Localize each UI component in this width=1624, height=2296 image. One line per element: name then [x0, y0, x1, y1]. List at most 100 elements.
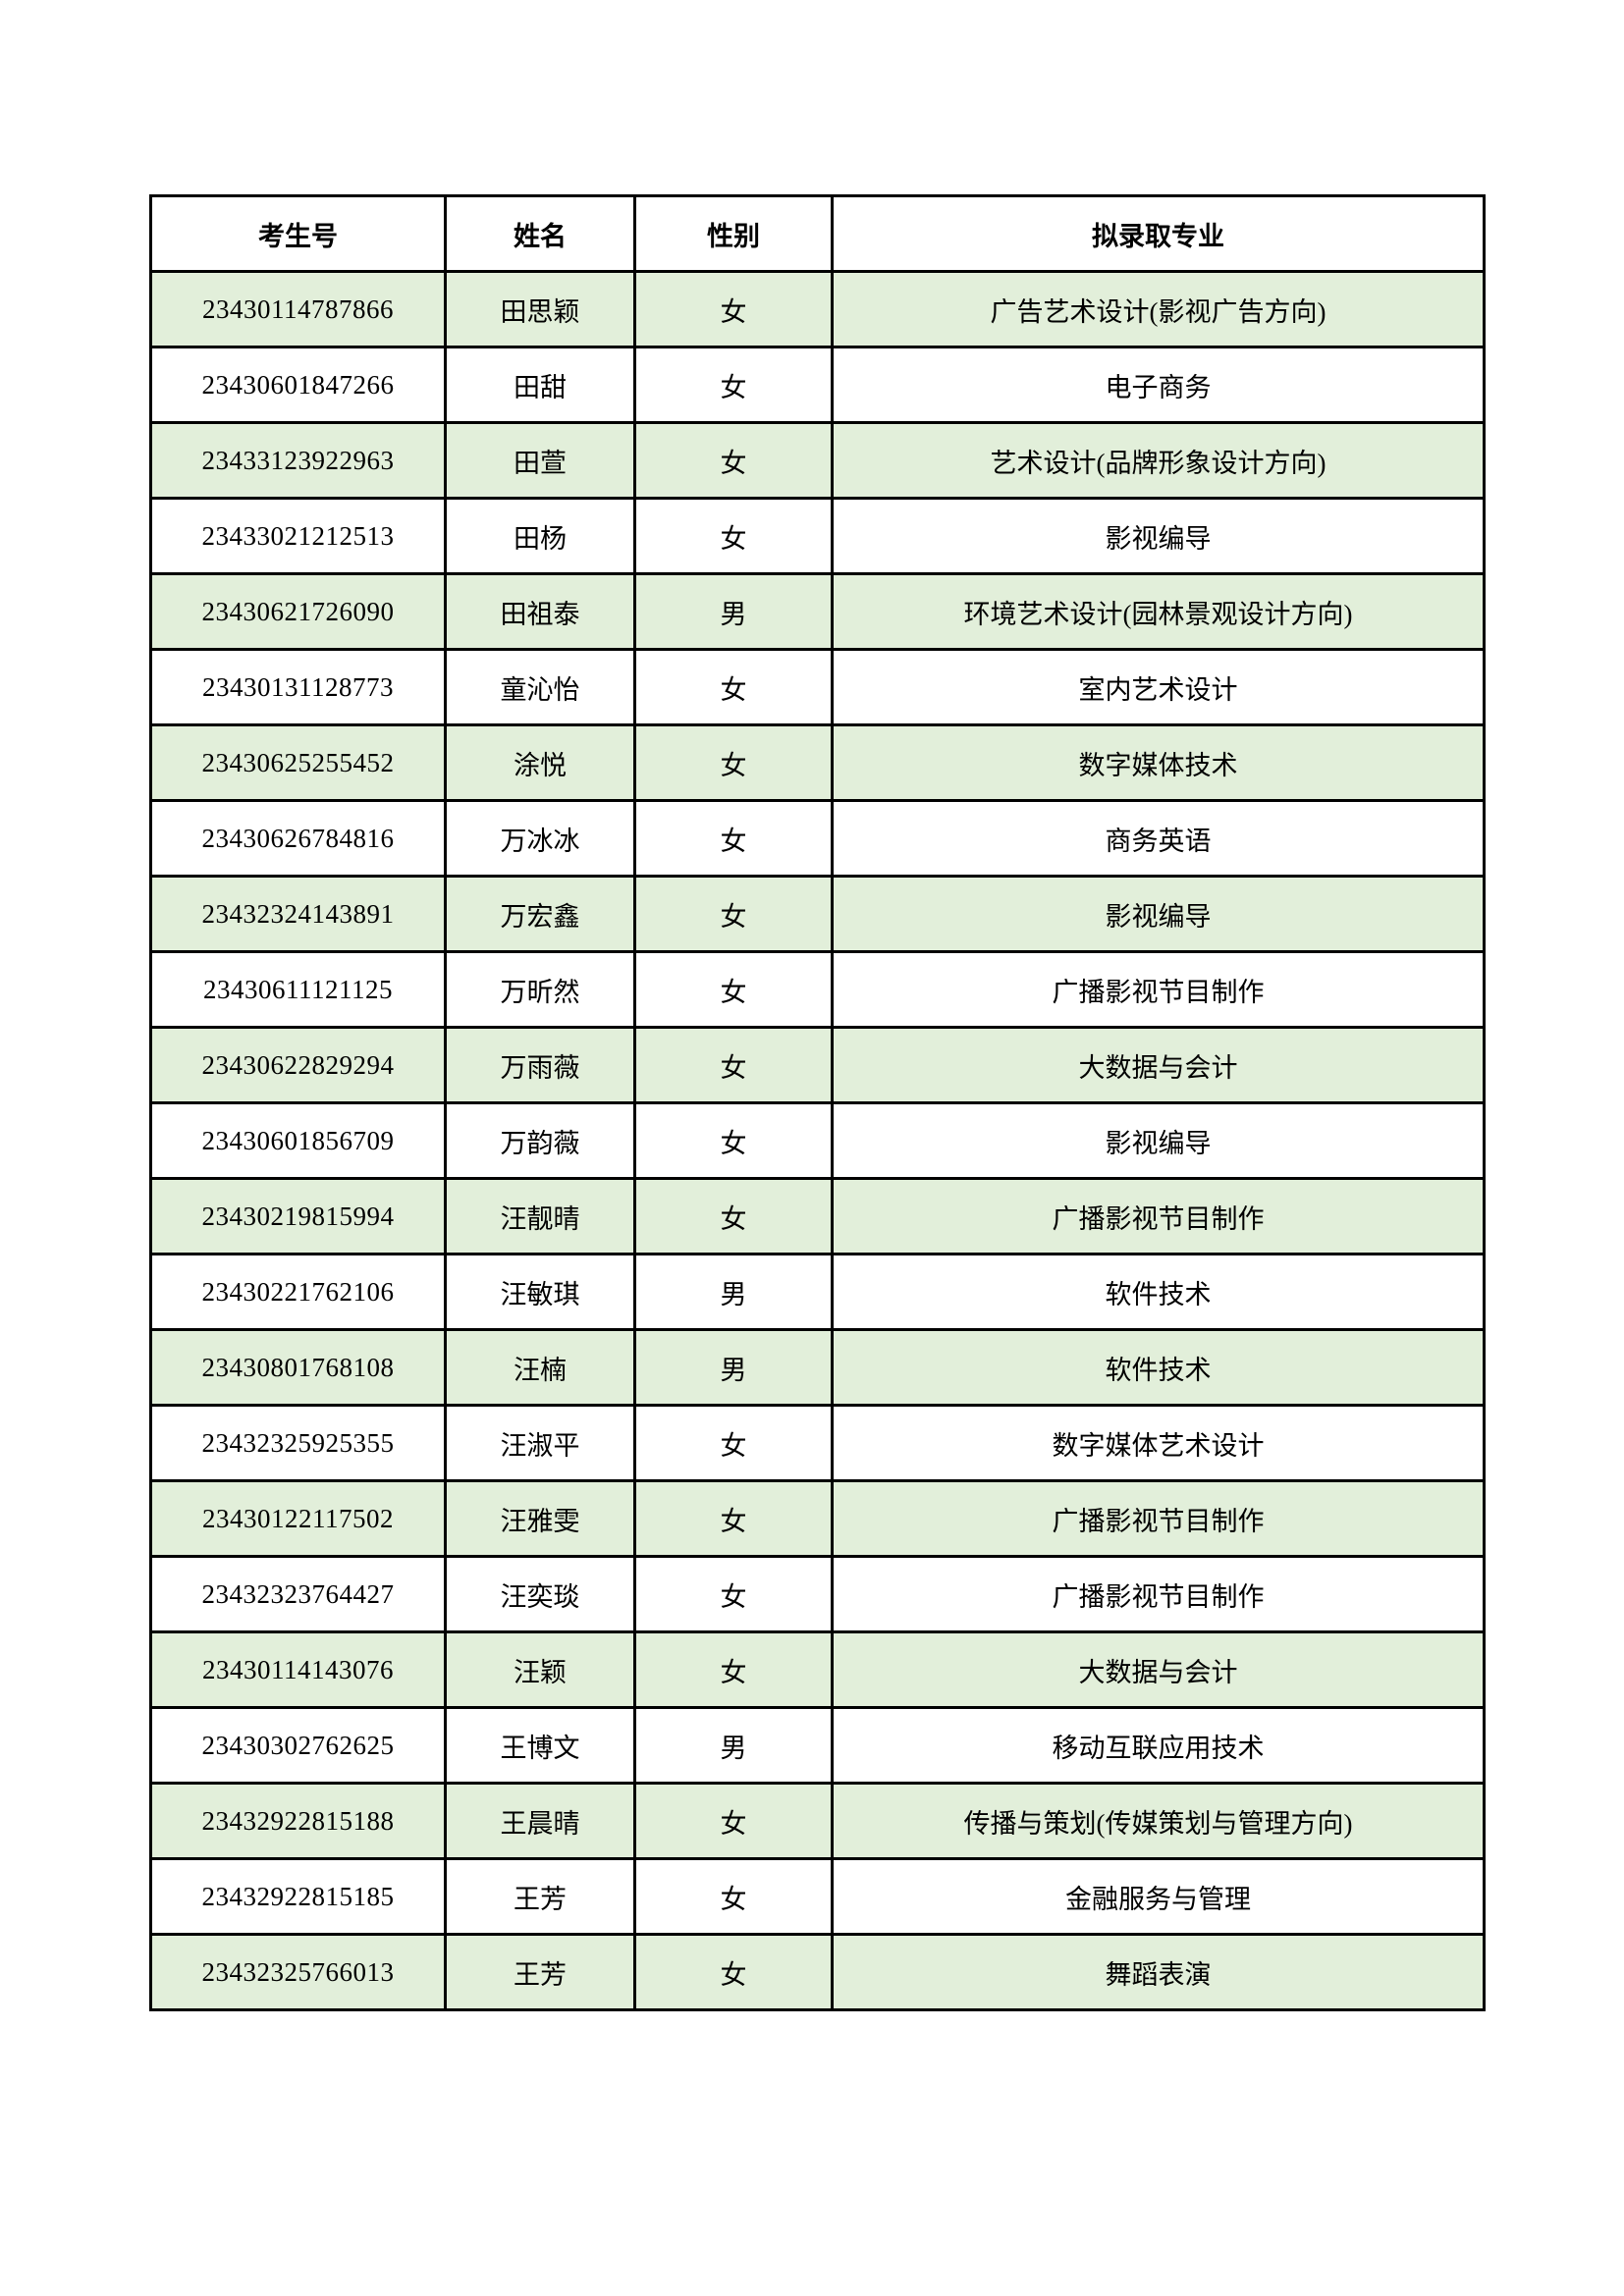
gender-cell: 男: [633, 572, 834, 651]
gender-cell: 女: [633, 648, 834, 726]
major-cell: 商务英语: [831, 799, 1486, 878]
major-cell: 舞蹈表演: [831, 1933, 1486, 2011]
gender-cell: 女: [633, 346, 834, 424]
exam-number-cell: 23430131128773: [149, 648, 447, 726]
major-cell: 广告艺术设计(影视广告方向): [831, 270, 1486, 348]
gender-cell: 女: [633, 799, 834, 878]
major-cell: 影视编导: [831, 497, 1486, 575]
table-row: 23430601856709 万韵薇女影视编导: [149, 1101, 1486, 1180]
name-cell: 田思颖: [444, 270, 636, 348]
major-cell: 艺术设计(品牌形象设计方向): [831, 421, 1486, 500]
table-row: 23430801768108 汪楠男软件技术: [149, 1328, 1486, 1407]
exam-number-cell: 23430621726090: [149, 572, 447, 651]
gender-cell: 女: [633, 1479, 834, 1558]
exam-number-cell: 23430221762106: [149, 1253, 447, 1331]
exam-number-cell: 23430801768108: [149, 1328, 447, 1407]
exam-number-cell: 23432922815185: [149, 1857, 447, 1936]
name-cell: 田祖泰: [444, 572, 636, 651]
exam-number-cell: 23430114143076: [149, 1630, 447, 1709]
exam-number-cell: 23432324143891: [149, 875, 447, 953]
name-cell: 涂悦: [444, 723, 636, 802]
major-cell: 影视编导: [831, 1101, 1486, 1180]
table-row: 23430131128773 童沁怡女室内艺术设计: [149, 648, 1486, 726]
exam-number-cell: 23430626784816: [149, 799, 447, 878]
name-cell: 汪雅雯: [444, 1479, 636, 1558]
major-cell: 金融服务与管理: [831, 1857, 1486, 1936]
exam-number-cell: 23430601856709: [149, 1101, 447, 1180]
exam-number-cell: 23430611121125: [149, 950, 447, 1029]
exam-number-cell: 23430601847266: [149, 346, 447, 424]
gender-cell: 女: [633, 875, 834, 953]
major-cell: 室内艺术设计: [831, 648, 1486, 726]
gender-cell: 女: [633, 1026, 834, 1104]
gender-cell: 女: [633, 1933, 834, 2011]
name-cell: 童沁怡: [444, 648, 636, 726]
exam-number-cell: 23430625255452: [149, 723, 447, 802]
gender-cell: 女: [633, 950, 834, 1029]
table-row: 23432324143891 万宏鑫女影视编导: [149, 875, 1486, 953]
table-row: 23432325925355 汪淑平女数字媒体艺术设计: [149, 1404, 1486, 1482]
gender-cell: 女: [633, 497, 834, 575]
header-name: 姓名: [444, 194, 636, 273]
table-row: 23430622829294 万雨薇女大数据与会计: [149, 1026, 1486, 1104]
table-row: 23430302762625 王博文男移动互联应用技术: [149, 1706, 1486, 1785]
major-cell: 环境艺术设计(园林景观设计方向): [831, 572, 1486, 651]
name-cell: 万宏鑫: [444, 875, 636, 953]
header-major: 拟录取专业: [831, 194, 1486, 273]
major-cell: 数字媒体技术: [831, 723, 1486, 802]
major-cell: 软件技术: [831, 1328, 1486, 1407]
exam-number-cell: 23432323764427: [149, 1555, 447, 1633]
table-row: 23430114787866 田思颖女广告艺术设计(影视广告方向): [149, 270, 1486, 348]
name-cell: 田杨: [444, 497, 636, 575]
name-cell: 汪淑平: [444, 1404, 636, 1482]
table-row: 23430122117502 汪雅雯女广播影视节目制作: [149, 1479, 1486, 1558]
table-body: 23430114787866 田思颖女广告艺术设计(影视广告方向) 23430601…: [149, 270, 1486, 2011]
name-cell: 王芳: [444, 1933, 636, 2011]
gender-cell: 女: [633, 1857, 834, 1936]
gender-cell: 男: [633, 1253, 834, 1331]
gender-cell: 女: [633, 421, 834, 500]
table-row: 23430601847266 田甜女电子商务: [149, 346, 1486, 424]
major-cell: 广播影视节目制作: [831, 950, 1486, 1029]
table-row: 23430221762106 汪敏琪男软件技术: [149, 1253, 1486, 1331]
major-cell: 软件技术: [831, 1253, 1486, 1331]
major-cell: 电子商务: [831, 346, 1486, 424]
gender-cell: 女: [633, 1101, 834, 1180]
major-cell: 大数据与会计: [831, 1026, 1486, 1104]
name-cell: 汪奕琰: [444, 1555, 636, 1633]
table-row: 23430611121125 万昕然女广播影视节目制作: [149, 950, 1486, 1029]
name-cell: 万雨薇: [444, 1026, 636, 1104]
table-row: 23432922815185 王芳女金融服务与管理: [149, 1857, 1486, 1936]
name-cell: 王芳: [444, 1857, 636, 1936]
header-gender: 性别: [633, 194, 834, 273]
major-cell: 广播影视节目制作: [831, 1555, 1486, 1633]
exam-number-cell: 23430114787866: [149, 270, 447, 348]
name-cell: 汪楠: [444, 1328, 636, 1407]
major-cell: 大数据与会计: [831, 1630, 1486, 1709]
major-cell: 移动互联应用技术: [831, 1706, 1486, 1785]
exam-number-cell: 23430622829294: [149, 1026, 447, 1104]
gender-cell: 女: [633, 1782, 834, 1860]
table-row: 23430219815994 汪靓晴女广播影视节目制作: [149, 1177, 1486, 1255]
gender-cell: 女: [633, 1404, 834, 1482]
table-row: 23430625255452 涂悦女数字媒体技术: [149, 723, 1486, 802]
exam-number-cell: 23433021212513: [149, 497, 447, 575]
exam-number-cell: 23432325766013: [149, 1933, 447, 2011]
name-cell: 万冰冰: [444, 799, 636, 878]
admission-table: 考生号 姓名 性别 拟录取专业 23430114787866 田思颖女广告艺术设计…: [149, 194, 1486, 2011]
gender-cell: 男: [633, 1706, 834, 1785]
gender-cell: 女: [633, 723, 834, 802]
table-row: 23432922815188 王晨晴女传播与策划(传媒策划与管理方向): [149, 1782, 1486, 1860]
gender-cell: 男: [633, 1328, 834, 1407]
name-cell: 汪靓晴: [444, 1177, 636, 1255]
table-row: 23433123922963 田萱女艺术设计(品牌形象设计方向): [149, 421, 1486, 500]
exam-number-cell: 23432325925355: [149, 1404, 447, 1482]
exam-number-cell: 23430122117502: [149, 1479, 447, 1558]
gender-cell: 女: [633, 1555, 834, 1633]
name-cell: 王博文: [444, 1706, 636, 1785]
name-cell: 汪颖: [444, 1630, 636, 1709]
major-cell: 数字媒体艺术设计: [831, 1404, 1486, 1482]
major-cell: 传播与策划(传媒策划与管理方向): [831, 1782, 1486, 1860]
table-row: 23430621726090 田祖泰男环境艺术设计(园林景观设计方向): [149, 572, 1486, 651]
gender-cell: 女: [633, 1630, 834, 1709]
